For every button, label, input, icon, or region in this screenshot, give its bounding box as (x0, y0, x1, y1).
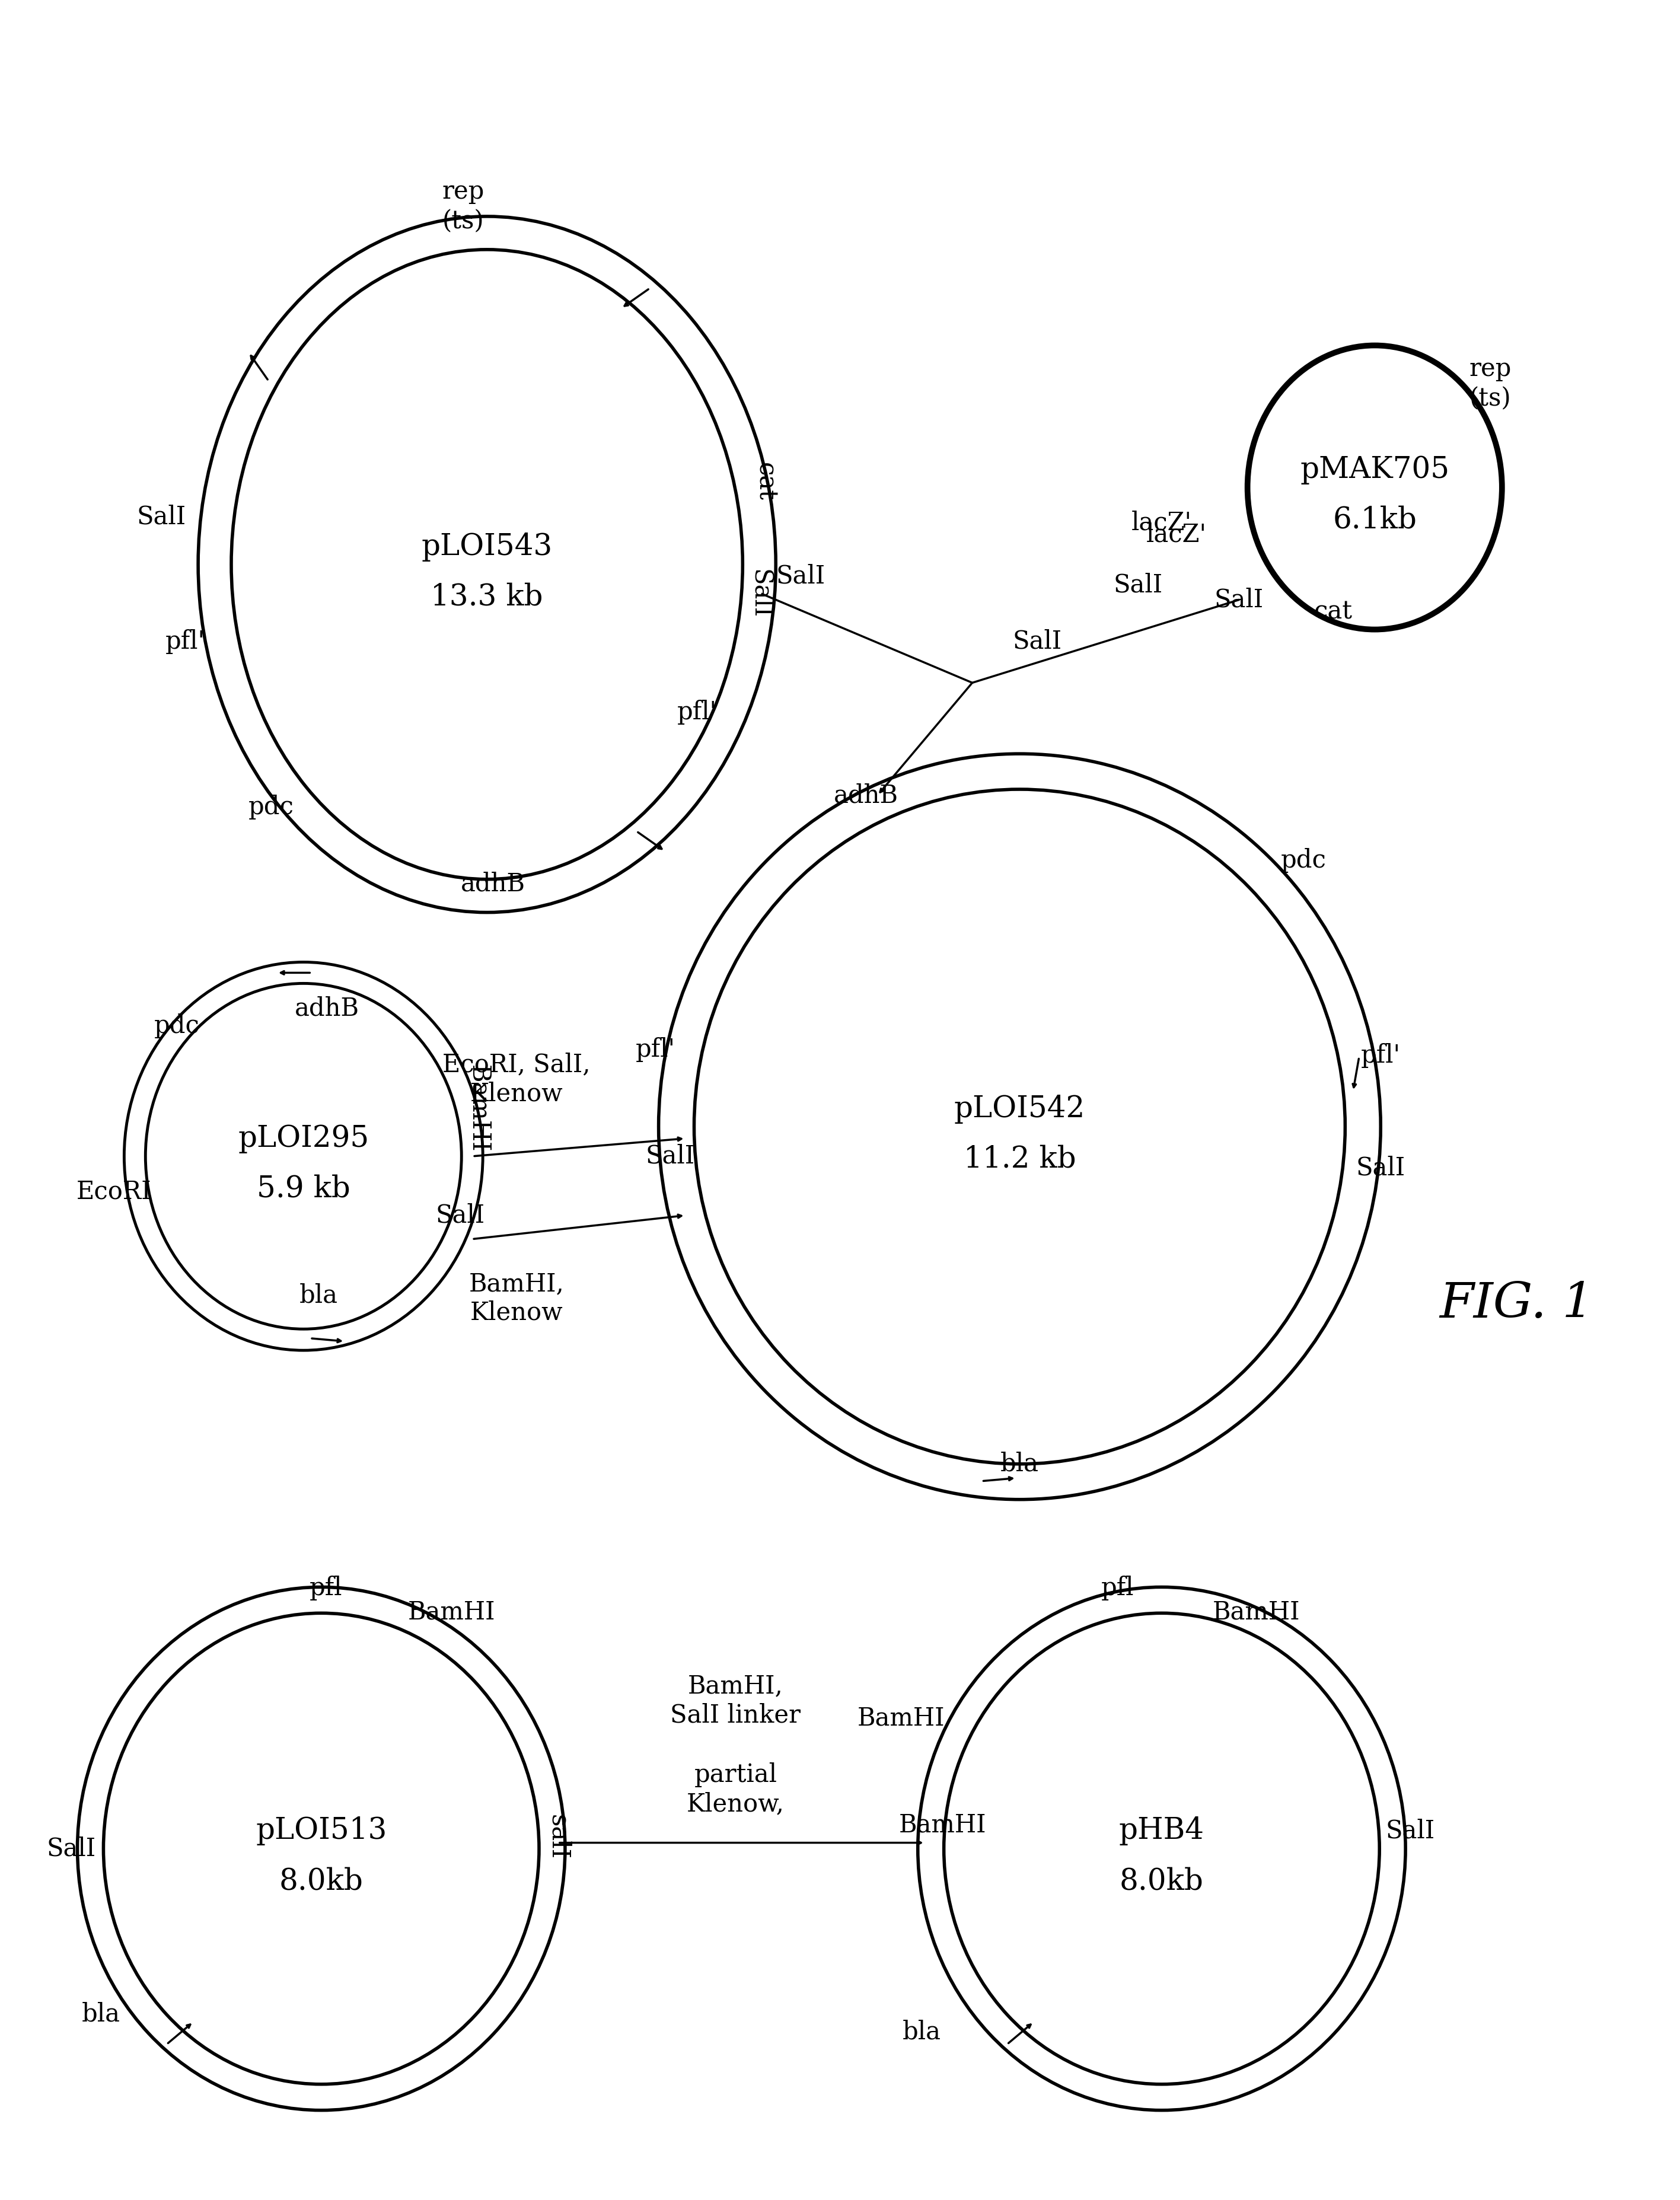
Text: pfl': pfl' (677, 700, 717, 724)
Text: BamHI: BamHI (467, 1065, 491, 1153)
Text: pfl': pfl' (1361, 1043, 1401, 1067)
Text: partial
Klenow,: partial Klenow, (687, 1762, 785, 1817)
Text: adhB: adhB (460, 871, 526, 895)
Text: (ts): (ts) (442, 209, 484, 233)
Text: salI: salI (546, 1815, 571, 1859)
Text: adhB: adhB (296, 997, 360, 1021)
Text: bla: bla (1000, 1452, 1038, 1476)
Text: SalI: SalI (1013, 629, 1062, 653)
Text: SalI: SalI (1356, 1155, 1404, 1181)
Text: pfl': pfl' (635, 1036, 675, 1063)
Text: rep: rep (442, 178, 484, 205)
Text: BamHI,
Klenow: BamHI, Klenow (469, 1272, 564, 1324)
Text: pLOI542: pLOI542 (954, 1093, 1085, 1124)
Text: BamHI: BamHI (1213, 1599, 1300, 1624)
Text: SalI: SalI (748, 570, 773, 618)
Text: pdc: pdc (249, 794, 294, 818)
Text: SalI: SalI (1215, 587, 1263, 612)
Text: bla: bla (299, 1283, 338, 1307)
Text: SalI: SalI (1114, 572, 1163, 598)
Text: cat: cat (753, 462, 778, 502)
Text: 8.0kb: 8.0kb (1119, 1866, 1205, 1896)
Text: adhB: adhB (833, 783, 899, 807)
Text: pdc: pdc (1280, 847, 1327, 873)
Text: pHB4: pHB4 (1119, 1817, 1205, 1846)
Text: BamHI: BamHI (408, 1599, 496, 1624)
Text: pLOI543: pLOI543 (422, 532, 553, 561)
Text: SalI: SalI (1386, 1819, 1435, 1844)
Text: bla: bla (82, 2002, 121, 2026)
Text: SalI: SalI (645, 1144, 696, 1168)
Text: cat: cat (1314, 598, 1352, 625)
Text: BamHI: BamHI (899, 1813, 986, 1837)
Text: 11.2 kb: 11.2 kb (963, 1144, 1075, 1175)
Text: EcoRI: EcoRI (77, 1179, 151, 1203)
Text: 6.1kb: 6.1kb (1332, 506, 1416, 535)
Text: (ts): (ts) (1470, 387, 1512, 411)
Text: lacZ': lacZ' (1146, 521, 1206, 548)
Text: SalI: SalI (435, 1203, 486, 1228)
Text: pMAK705: pMAK705 (1300, 455, 1450, 484)
Text: SalI: SalI (136, 504, 186, 530)
Text: pLOI295: pLOI295 (239, 1124, 370, 1153)
Text: rep: rep (1470, 356, 1512, 381)
Text: BamHI,
SalI linker: BamHI, SalI linker (670, 1674, 801, 1727)
Text: BamHI: BamHI (857, 1705, 944, 1731)
Text: 13.3 kb: 13.3 kb (430, 583, 543, 612)
Text: SalI: SalI (47, 1837, 96, 1861)
Text: lacZ': lacZ' (1131, 510, 1191, 535)
Text: FIG. 1: FIG. 1 (1440, 1280, 1594, 1329)
Text: pfl': pfl' (165, 629, 205, 653)
Text: bla: bla (902, 2020, 941, 2044)
Text: 8.0kb: 8.0kb (279, 1866, 363, 1896)
Text: EcoRI, SalI,
Klenow: EcoRI, SalI, Klenow (442, 1052, 591, 1107)
Text: SalI: SalI (776, 563, 825, 590)
Text: pfl: pfl (1100, 1575, 1134, 1602)
Text: pdc: pdc (155, 1014, 200, 1038)
Text: pLOI513: pLOI513 (255, 1817, 386, 1846)
Text: pfl: pfl (309, 1575, 343, 1602)
Text: 5.9 kb: 5.9 kb (257, 1175, 349, 1203)
